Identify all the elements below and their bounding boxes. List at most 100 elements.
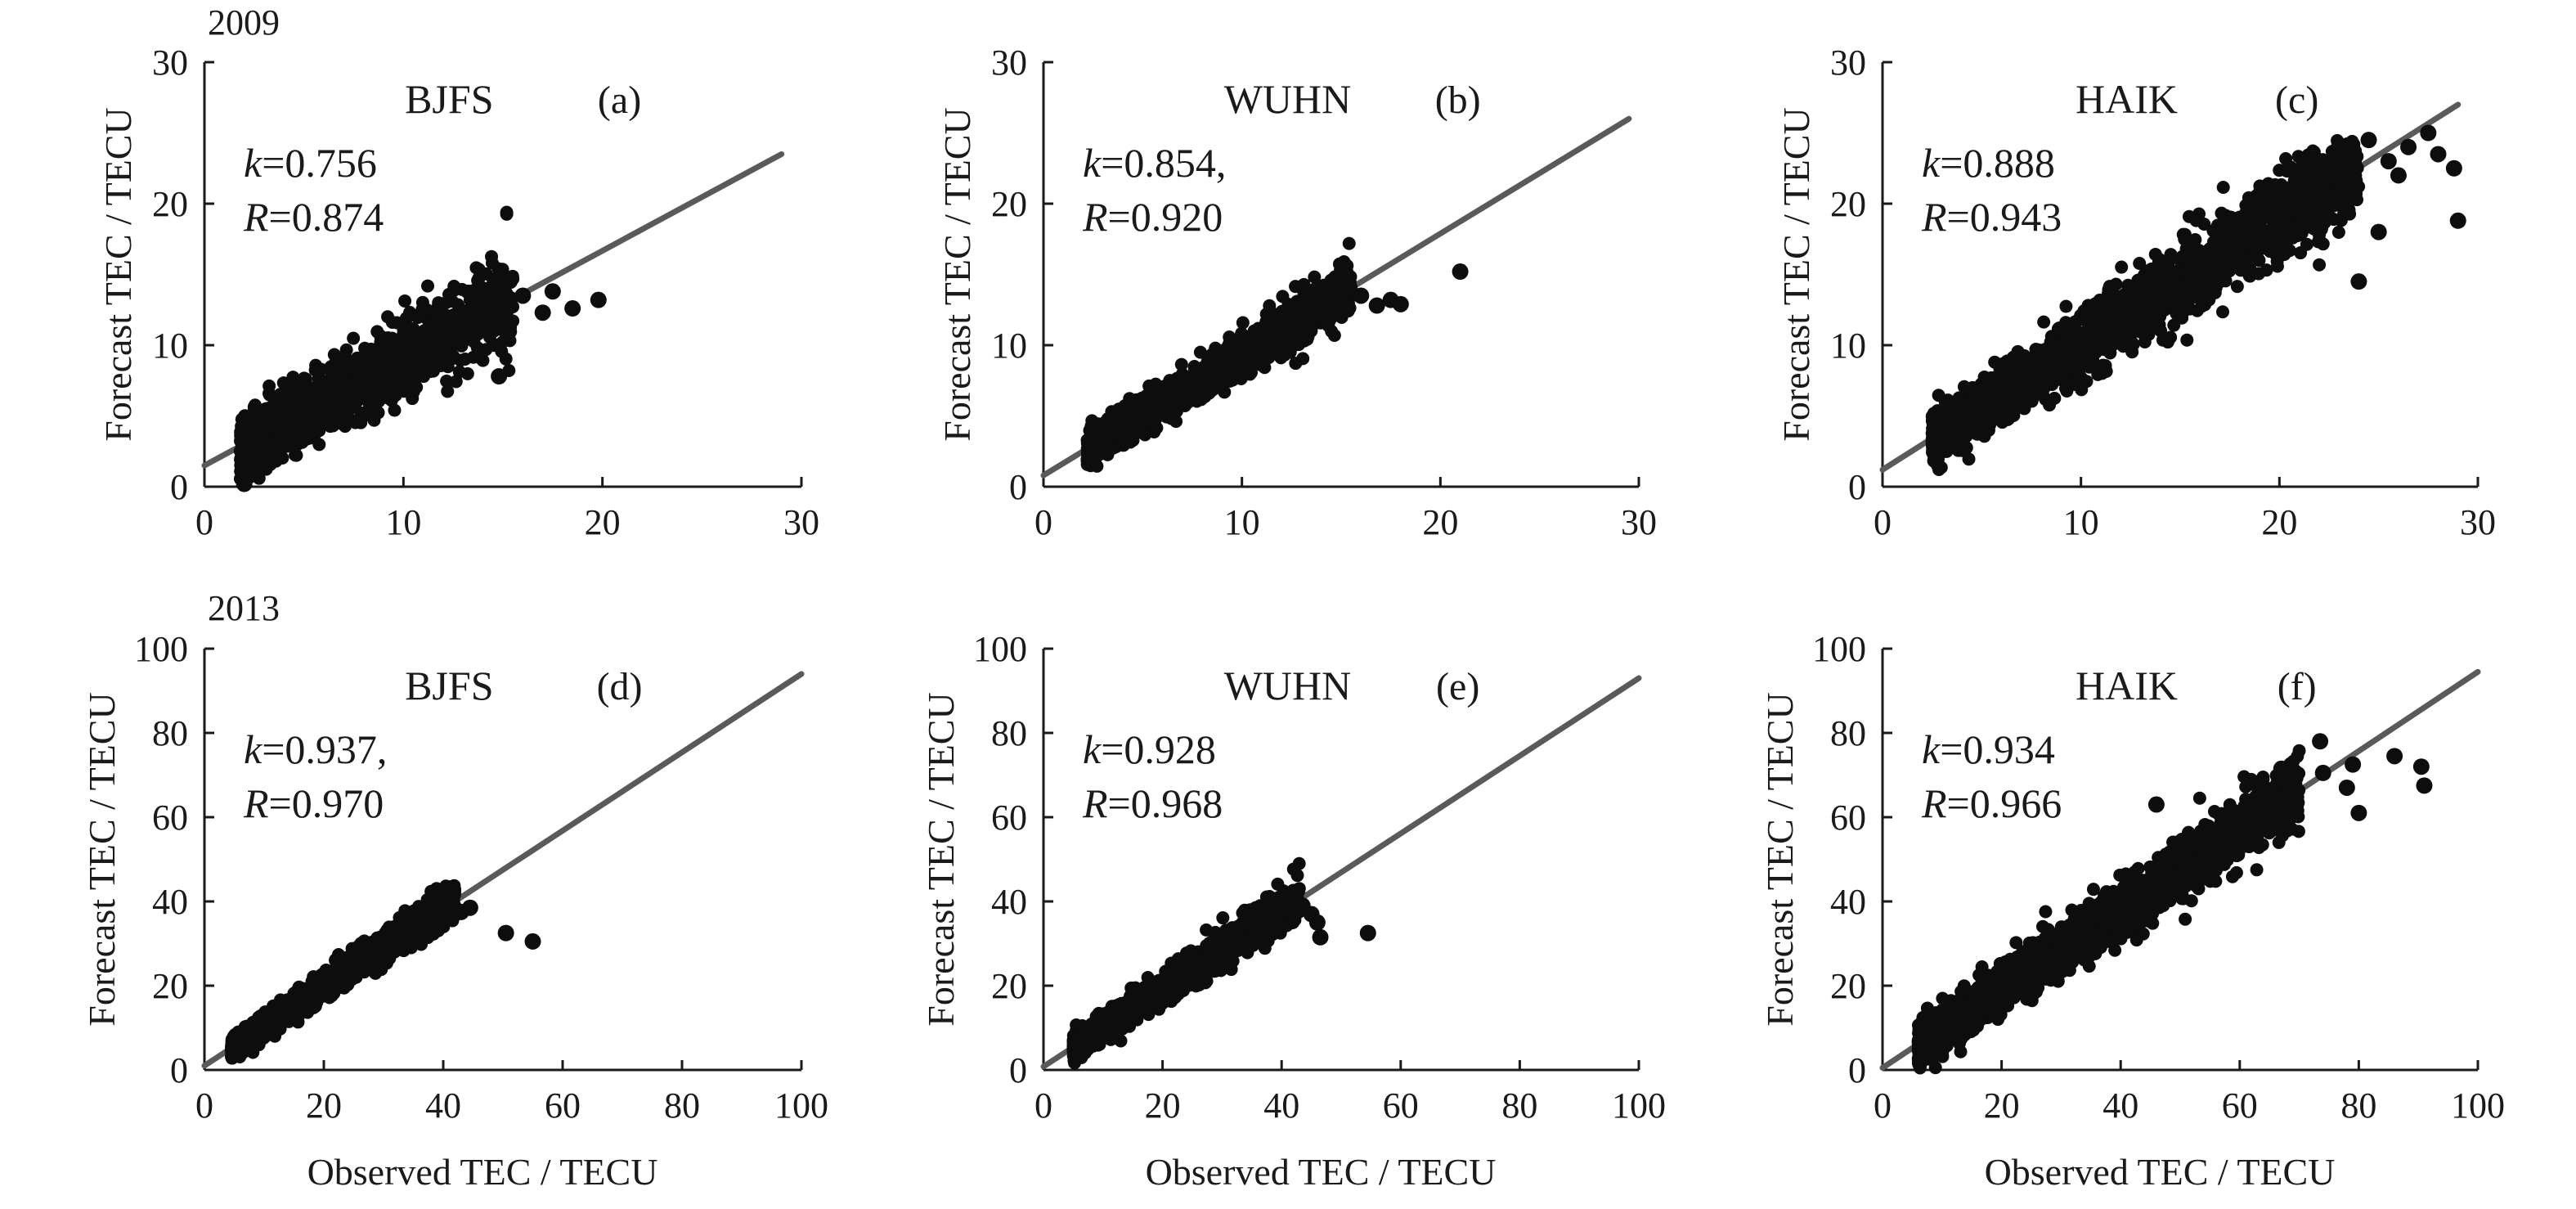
data-point [2242, 269, 2256, 283]
data-point [308, 363, 322, 377]
data-point [1194, 369, 1208, 383]
y-tick-label: 100 [134, 629, 188, 669]
data-point [272, 413, 286, 427]
y-tick-label: 40 [152, 882, 188, 922]
x-tick-label: 0 [1874, 502, 1892, 542]
data-point [2164, 248, 2178, 262]
data-point [1308, 270, 1322, 284]
data-point [280, 384, 294, 398]
data-point [1946, 415, 1960, 429]
data-point [1223, 347, 1237, 361]
y-tick-label: 0 [170, 1050, 188, 1090]
data-point [249, 409, 263, 423]
data-point [2281, 234, 2295, 248]
data-point [263, 457, 277, 471]
data-point [1090, 459, 1104, 473]
data-point [2133, 257, 2147, 271]
data-point [2267, 200, 2281, 214]
data-point [388, 403, 402, 417]
data-point [2059, 299, 2073, 313]
data-point [2115, 260, 2129, 274]
y-axis-title: Forecast TEC / TECU [1775, 107, 1817, 441]
data-point [424, 365, 438, 379]
stat-r: R=0.874 [243, 194, 384, 240]
data-point [473, 320, 487, 334]
data-point [361, 408, 375, 422]
data-point [2245, 236, 2259, 249]
data-point [2090, 313, 2104, 327]
data-point [2141, 290, 2155, 303]
data-point [445, 294, 459, 308]
data-point [2203, 249, 2217, 263]
station-label: BJFS [405, 76, 493, 122]
data-point [2230, 280, 2244, 294]
data-point [1174, 392, 1188, 406]
data-point [368, 348, 382, 362]
data-point [1954, 437, 1968, 451]
station-label: WUHN [1224, 76, 1352, 122]
y-tick-label: 20 [152, 966, 188, 1006]
year-label-2009: 2009 [208, 2, 280, 43]
panel-tag: (a) [598, 79, 641, 122]
data-point [421, 279, 435, 293]
data-point [2212, 239, 2226, 253]
data-point [1272, 335, 1286, 348]
y-tick-label: 0 [1009, 467, 1027, 507]
data-point [269, 442, 283, 456]
data-point [1327, 296, 1341, 310]
data-point [1296, 352, 1310, 366]
outlier-point [544, 283, 561, 300]
data-point [2006, 350, 2020, 364]
y-tick-label: 0 [1848, 467, 1866, 507]
data-point [347, 331, 361, 345]
data-point [2071, 362, 2085, 375]
data-point [1959, 401, 1973, 415]
data-point [2119, 298, 2133, 312]
outlier-point [2380, 153, 2397, 170]
data-point [1342, 236, 1356, 250]
data-point [2045, 343, 2059, 357]
data-point [289, 448, 303, 462]
data-point [368, 392, 382, 406]
data-point [1245, 344, 1259, 357]
data-point [318, 414, 332, 428]
y-tick-label: 10 [152, 326, 188, 366]
data-point [1236, 316, 1250, 330]
outlier-point [2390, 167, 2407, 184]
data-point [294, 382, 307, 396]
data-point [1981, 423, 1995, 437]
outlier-point [2449, 212, 2466, 229]
data-point [2343, 207, 2357, 221]
data-point [422, 324, 436, 338]
data-point [1990, 398, 2004, 412]
x-tick-label: 0 [195, 502, 213, 542]
data-point [2037, 315, 2051, 329]
data-point [2042, 366, 2056, 380]
data-point [1093, 437, 1107, 451]
data-point [397, 384, 411, 398]
data-point [2004, 398, 2018, 411]
y-tick-label: 20 [1830, 184, 1866, 224]
data-point [1973, 399, 1987, 413]
data-point [473, 345, 487, 359]
data-point [354, 357, 368, 371]
station-label: BJFS [405, 663, 493, 708]
data-point [397, 329, 411, 343]
data-point [2100, 294, 2114, 308]
data-point [2167, 318, 2181, 332]
data-point [2180, 254, 2194, 267]
data-point [2059, 331, 2073, 345]
data-point [441, 384, 455, 398]
data-point [278, 430, 292, 444]
data-point [2140, 308, 2154, 321]
data-point [2231, 246, 2245, 260]
x-tick-label: 100 [774, 1085, 828, 1126]
data-point [472, 272, 486, 285]
data-point [415, 303, 429, 317]
data-point [2215, 305, 2229, 319]
y-tick-label: 80 [152, 713, 188, 753]
x-tick-label: 30 [1621, 502, 1657, 542]
